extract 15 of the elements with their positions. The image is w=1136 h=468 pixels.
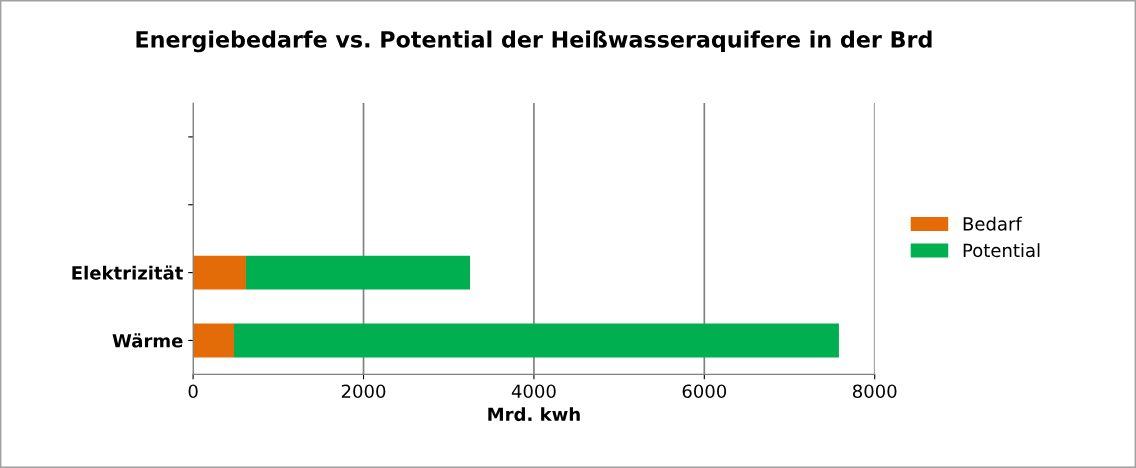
x-tick-label: 6000 [682, 384, 727, 399]
bar [193, 323, 235, 358]
bar [193, 255, 246, 290]
x-tick-label: 4000 [511, 384, 556, 399]
legend-label: Potential [963, 243, 1040, 258]
x-tick-label: 8000 [852, 384, 897, 399]
bar [234, 323, 839, 358]
bar [245, 255, 471, 290]
legend-label: Bedarf [963, 216, 1023, 231]
x-tick-label: 2000 [341, 384, 386, 399]
x-axis-title: Mrd. kwh [488, 407, 580, 422]
y-tick-label: Wärme [112, 333, 183, 348]
chart-title: Energiebedarfe vs. Potential der Heißwasseraquifere in der Brd [136, 30, 932, 53]
x-tick-label: 0 [188, 384, 198, 399]
y-tick-label: Elektrizität [72, 265, 183, 280]
